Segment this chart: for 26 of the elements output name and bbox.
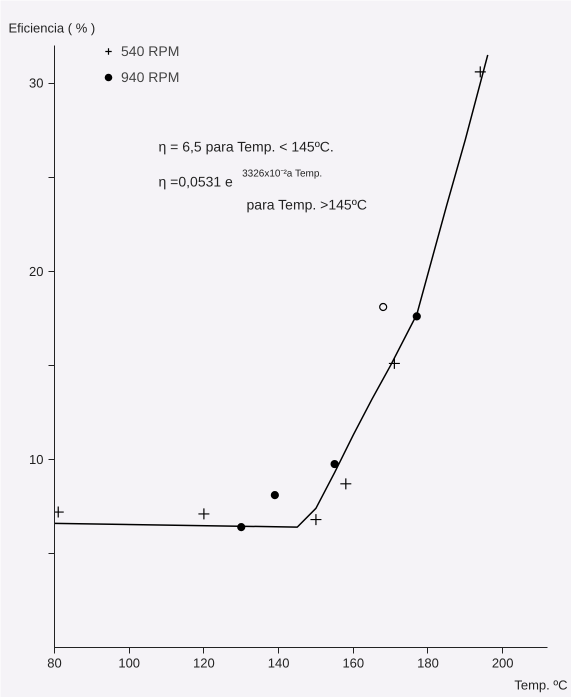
annotation: para Temp. >145ºC xyxy=(246,196,367,212)
x-tick-label: 80 xyxy=(47,656,62,670)
point xyxy=(198,508,210,520)
point xyxy=(412,312,421,320)
annotation: η = 6,5 para Temp. < 145ºC. xyxy=(158,138,334,154)
point xyxy=(379,302,388,312)
x-tick-label: 180 xyxy=(417,656,439,670)
legend-label: 540 RPM xyxy=(121,44,180,59)
x-axis-title: Temp. ºC xyxy=(514,678,568,692)
point xyxy=(310,513,322,526)
x-tick-label: 100 xyxy=(118,656,140,670)
point xyxy=(330,460,339,468)
point xyxy=(340,478,352,490)
x-tick-label: 140 xyxy=(268,656,290,670)
y-tick-label: 10 xyxy=(29,452,44,467)
point xyxy=(237,523,246,532)
y-tick-label: 30 xyxy=(29,76,44,91)
point xyxy=(388,357,400,370)
x-tick-label: 200 xyxy=(492,656,514,670)
y-axis-title: Eficiencia ( % ) xyxy=(8,20,96,36)
x-tick-label: 120 xyxy=(193,656,215,670)
y-tick-label: 20 xyxy=(29,264,44,279)
x-tick-label: 160 xyxy=(342,656,364,670)
point xyxy=(474,66,486,78)
legend-label: 940 RPM xyxy=(121,69,180,85)
point xyxy=(270,491,279,500)
